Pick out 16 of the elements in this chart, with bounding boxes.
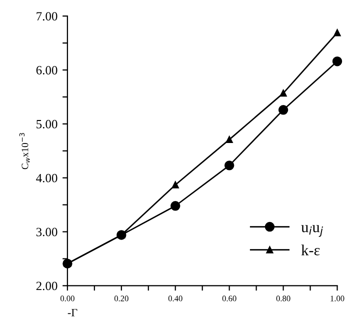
x-tick-label: 0.00	[60, 296, 74, 302]
y-axis-title: C$_{w}$x10$^{−3}$	[19, 133, 30, 170]
y-tick-label: 2.00	[36, 282, 58, 290]
y-tick-label: 6.00	[36, 66, 58, 74]
x-tick-label: 0.80	[276, 296, 290, 302]
y-tick-label: 4.00	[36, 174, 58, 182]
x-tick-label: 0.60	[222, 296, 236, 302]
x-tick-label: 1.00	[330, 296, 344, 302]
x-axis-title: -Γ	[68, 308, 78, 316]
y-tick-label: 7.00	[36, 12, 58, 21]
y-tick-label: 5.00	[36, 120, 58, 128]
legend-label: k-ε	[301, 244, 320, 256]
legend-label: u$_{i}$u$_{j}$	[301, 225, 323, 237]
y-tick-label: 3.00	[36, 228, 58, 236]
x-tick-label: 0.20	[114, 296, 128, 302]
x-tick-label: 0.40	[168, 296, 182, 302]
